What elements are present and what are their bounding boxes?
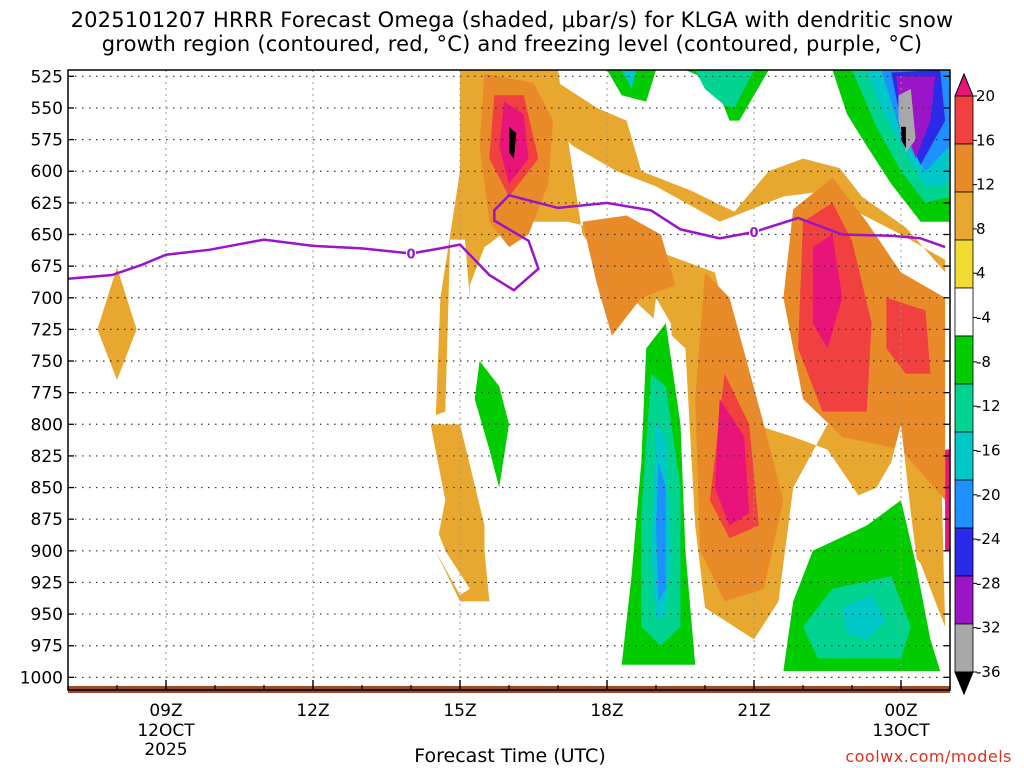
colorbar-band-11 (954, 143, 974, 193)
omega-region-9 (886, 297, 931, 374)
ytick-label-950: 950 (31, 605, 63, 625)
freezing-label-1: 0 (749, 226, 758, 241)
xtick-label-00Z: 00Z (884, 701, 917, 721)
omega-region-16 (87, 239, 950, 678)
colorbar-label--12: -12 (976, 397, 1001, 415)
xtick-year-09Z: 2025 (144, 740, 187, 760)
grid (68, 70, 950, 690)
ytick-label-575: 575 (31, 131, 63, 151)
xtick-date-09Z: 12OCT (137, 721, 195, 741)
ytick-label-550: 550 (31, 99, 63, 119)
omega-region-12 (714, 399, 750, 526)
ytick-label-775: 775 (31, 384, 63, 404)
ytick-label-725: 725 (31, 320, 63, 340)
x-axis-label: Forecast Time (UTC) (414, 745, 606, 767)
omega-region-15 (509, 126, 517, 159)
colorbar-top-triangle (954, 72, 974, 97)
colorbar-label--32: -32 (976, 619, 1001, 637)
freezing-label-bg-0 (406, 246, 416, 261)
omega-region-31 (695, 70, 754, 108)
title-line-1: 2025101207 HRRR Forecast Omega (shaded, … (70, 8, 954, 32)
colorbar-label--4: -4 (976, 309, 991, 327)
ytick-label-525: 525 (31, 67, 63, 87)
colorbar-band-1 (954, 623, 974, 673)
colorbar-band-4 (954, 479, 974, 529)
xtick-label-12Z: 12Z (296, 701, 329, 721)
xtick-label-09Z: 09Z (149, 701, 182, 721)
ytick-label-675: 675 (31, 257, 63, 277)
colorbar-band-6 (954, 383, 974, 433)
colorbar-label--20: -20 (976, 486, 1001, 504)
xtick-label-18Z: 18Z (590, 701, 623, 721)
colorbar-label--24: -24 (976, 530, 1001, 548)
colorbar-label--16: -16 (976, 441, 1001, 459)
omega-region-39 (901, 126, 906, 149)
ytick-label-800: 800 (31, 415, 63, 435)
ytick-label-825: 825 (31, 447, 63, 467)
omega-region-18 (362, 424, 470, 596)
colorbar-label--36: -36 (976, 663, 1001, 681)
ytick-label-875: 875 (31, 510, 63, 530)
ytick-label-975: 975 (31, 637, 63, 657)
ytick-label-1000: 1000 (20, 668, 63, 688)
ytick-label-750: 750 (31, 352, 63, 372)
colorbar-label-4: 4 (976, 264, 986, 282)
colorbar: 20 16 12 8 4 -4 -8 -12 -16 -20 -24 -28 -32 -36 (954, 72, 1001, 696)
freezing-level: 00 (67, 193, 946, 292)
ytick-label-700: 700 (31, 289, 63, 309)
freezing-level-line (67, 193, 946, 292)
chart-title: 2025101207 HRRR Forecast Omega (shaded, … (0, 8, 1024, 56)
ytick-label-650: 650 (31, 225, 63, 245)
omega-region-0 (97, 267, 137, 380)
colorbar-band-5 (954, 431, 974, 481)
omega-region-25 (842, 595, 887, 640)
title-line-2: growth region (contoured, red, °C) and f… (101, 32, 923, 56)
colorbar-band-8 (954, 287, 974, 337)
colorbar-label-12: 12 (976, 176, 995, 194)
omega-region-14 (945, 449, 950, 551)
ytick-label-925: 925 (31, 573, 63, 593)
xtick-date-00Z: 13OCT (872, 721, 930, 741)
omega-region-4 (582, 215, 676, 336)
colorbar-bottom-triangle (954, 671, 974, 696)
omega-region-26 (656, 462, 666, 602)
omega-region-33 (621, 70, 637, 89)
ytick-label-900: 900 (31, 542, 63, 562)
colorbar-band-2 (954, 575, 974, 625)
site-credit: coolwx.com/models (845, 747, 1012, 766)
colorbar-label-16: 16 (976, 131, 995, 149)
xtick-label-15Z: 15Z (443, 701, 476, 721)
ytick-label-600: 600 (31, 162, 63, 182)
freezing-label-0: 0 (406, 247, 415, 262)
ytick-label-850: 850 (31, 479, 63, 499)
omega-region-2 (548, 76, 946, 273)
colorbar-band-10 (954, 191, 974, 241)
colorbar-band-12 (954, 95, 974, 145)
omega-region-13 (812, 234, 843, 349)
xtick-label-21Z: 21Z (737, 701, 770, 721)
colorbar-label--28: -28 (976, 574, 1001, 592)
colorbar-band-9 (954, 239, 974, 289)
freezing-label-bg-1 (749, 224, 759, 239)
ytick-label-625: 625 (31, 194, 63, 214)
colorbar-band-7 (954, 335, 974, 385)
axes: 525 550 575 600 625 650 675 700 725 750 775 800 825 8… (20, 67, 951, 760)
omega-region-1 (435, 70, 946, 640)
colorbar-label-20: 20 (976, 87, 995, 105)
colorbar-label--8: -8 (976, 353, 991, 371)
omega-region-19 (474, 361, 509, 488)
colorbar-label-8: 8 (976, 220, 986, 238)
omega-shading (68, 70, 950, 690)
colorbar-band-3 (954, 527, 974, 577)
